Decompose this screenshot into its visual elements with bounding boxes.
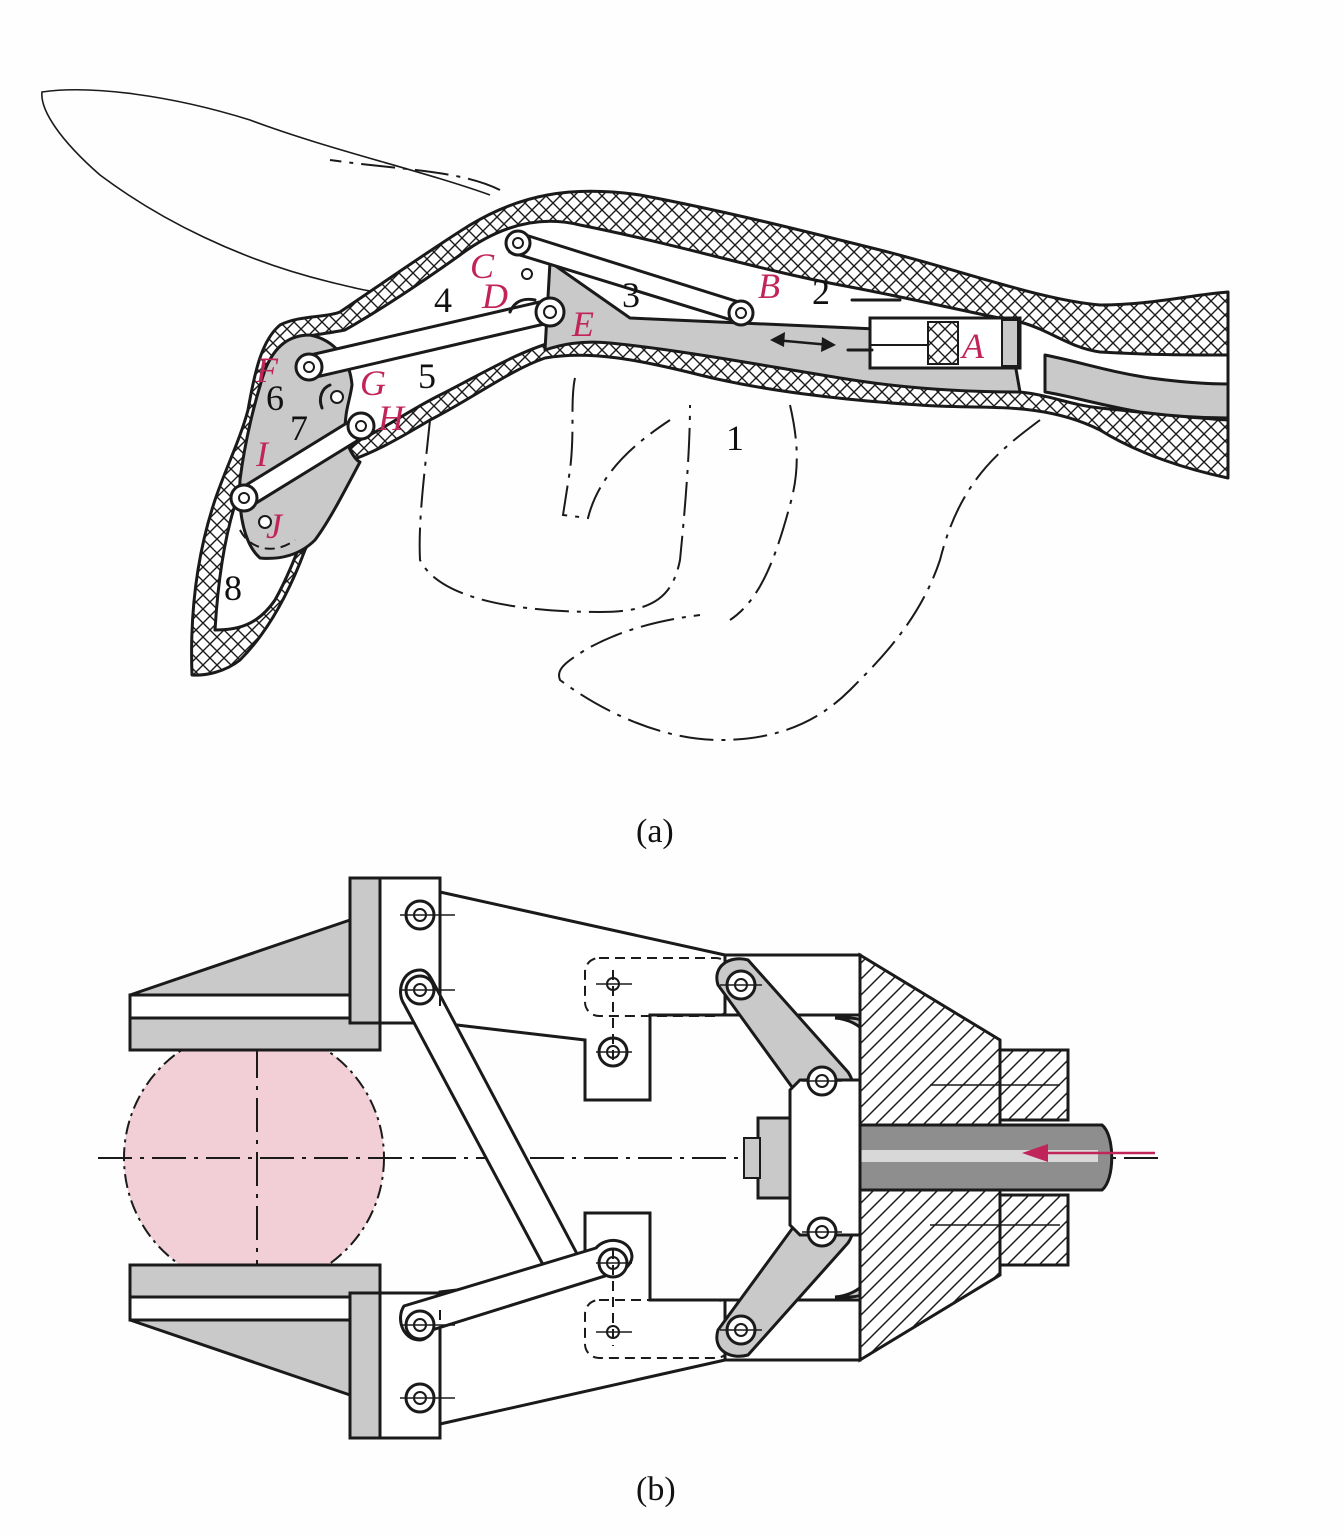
cylinder-bracket: [846, 298, 902, 352]
hatched-cap: [998, 1048, 1070, 1267]
label-E: E: [571, 304, 594, 344]
label-I: I: [255, 434, 270, 474]
lower-link-body: [438, 1211, 737, 1426]
joint-E-pin: [534, 296, 566, 328]
joint-F-pin: [294, 352, 324, 382]
joint-H-pin: [346, 411, 376, 441]
center-yoke: [788, 1078, 862, 1237]
joint-G-pin: [330, 390, 344, 404]
cylinder-end: [1001, 319, 1019, 367]
joint-D-pin: [521, 268, 533, 280]
label-B: B: [758, 266, 780, 306]
figure-b-gripper: [98, 876, 1160, 1440]
pivot-arc-J: [239, 529, 296, 550]
drive-rod: [1043, 353, 1230, 420]
rod-washer: [743, 1137, 761, 1179]
part-number-6: 6: [266, 378, 284, 418]
cylinder-piston: [927, 321, 959, 365]
upper-link-body: [438, 890, 737, 1102]
label-J: J: [266, 506, 284, 546]
hand-outline-back: [329, 159, 501, 191]
part-number-8: 8: [224, 568, 242, 608]
figure-a-hand: C D B E A F G H I J 1 2 3 4 5 6 7 8: [41, 89, 1230, 742]
lower-jaw-tip-gray: [128, 1263, 382, 1299]
pivot-arc-D: [508, 297, 537, 314]
hand-outline-palm: [558, 419, 1041, 742]
label-C: C: [470, 246, 495, 286]
stroke-arrow: [770, 332, 836, 352]
label-A: A: [960, 326, 985, 366]
part-number-4: 4: [434, 280, 452, 320]
push-direction-arrow: [1022, 1144, 1155, 1162]
caption-a: (a): [636, 813, 674, 850]
pin-connector-dashed: [439, 900, 614, 1415]
label-H: H: [377, 398, 406, 438]
part-number-5: 5: [418, 356, 436, 396]
joint-C-pin: [504, 229, 532, 257]
caption-b: (b): [636, 1471, 676, 1508]
part-number-7: 7: [290, 408, 308, 448]
hand-outline-thumb: [41, 89, 491, 293]
hand-outline-fingers: [418, 377, 798, 621]
joint-I-pin: [229, 483, 259, 513]
part-number-3: 3: [622, 275, 640, 315]
part-number-1: 1: [726, 418, 744, 458]
upper-jaw-tip-gray: [128, 1016, 382, 1052]
pivot-arc-G: [318, 383, 332, 410]
part-number-2: 2: [812, 272, 830, 312]
joint-B-pin: [727, 299, 755, 327]
joint-J-pin: [258, 515, 272, 529]
label-D: D: [481, 276, 508, 316]
label-F: F: [255, 350, 279, 390]
label-G: G: [360, 363, 386, 403]
